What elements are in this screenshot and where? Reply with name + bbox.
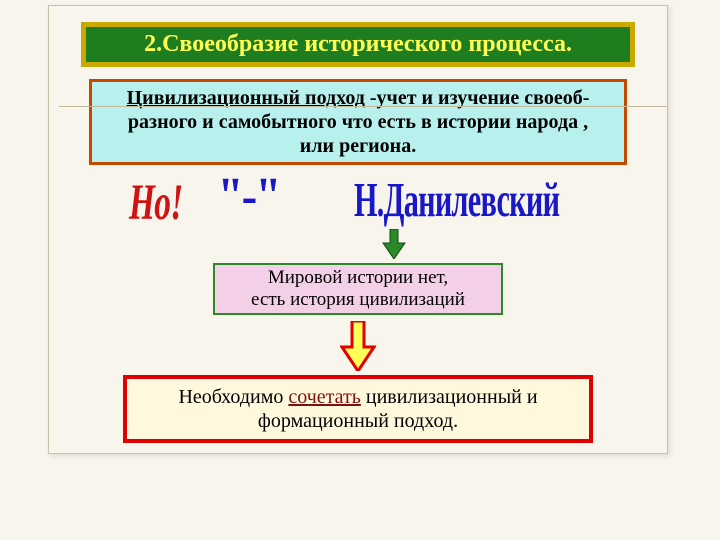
text-danilevsky: Н.Данилевский	[354, 173, 559, 228]
slide-frame: 2.Своеобразие исторического процесса. Ци…	[48, 5, 668, 454]
red-before: Необходимо	[178, 386, 288, 408]
definition-line2: разного и самобытного что есть в истории…	[128, 111, 588, 133]
red-after1: цивилизационный и	[361, 386, 538, 408]
red-box: Необходимо сочетать цивилизационный и фо…	[123, 375, 593, 443]
red-underlined: сочетать	[288, 386, 361, 408]
pink-box: Мировой истории нет, есть история цивили…	[213, 263, 503, 315]
pink-line2: есть история цивилизаций	[251, 289, 465, 310]
definition-box: Цивилизационный подход -учет и изучение …	[89, 79, 627, 165]
header-box: 2.Своеобразие исторического процесса.	[81, 22, 635, 67]
divider	[59, 106, 667, 107]
text-no: Но!	[129, 173, 182, 232]
arrow-down-big-icon	[340, 321, 376, 371]
effects-row: Но! "-" Н.Данилевский	[49, 171, 667, 251]
pink-line1: Мировой истории нет,	[268, 267, 448, 288]
definition-line3: или региона.	[300, 135, 416, 157]
arrow-down-icon	[379, 229, 409, 259]
text-minus: "-"	[217, 167, 279, 226]
red-line2: формационный подход.	[258, 410, 458, 432]
header-text: 2.Своеобразие исторического процесса.	[144, 31, 572, 57]
